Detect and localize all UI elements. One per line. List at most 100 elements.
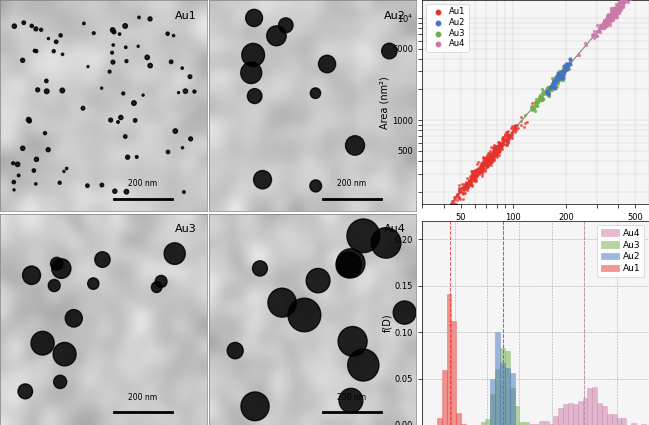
- Bar: [622, 418, 626, 425]
- Au3: [545, 85, 555, 91]
- Au1: [495, 147, 505, 154]
- Au1: [463, 181, 473, 188]
- Circle shape: [123, 135, 127, 138]
- Au4: [615, 5, 626, 12]
- Au1: [470, 175, 480, 181]
- Au1: [487, 144, 498, 151]
- Au4: [618, 0, 628, 5]
- Circle shape: [30, 24, 33, 28]
- Au1: [502, 132, 513, 139]
- Au4: [605, 11, 615, 18]
- Au1: [493, 144, 504, 151]
- Au4: [607, 10, 618, 17]
- Au1: [482, 157, 492, 164]
- Au1: [489, 154, 500, 161]
- Au4: [599, 23, 609, 29]
- Bar: [539, 421, 544, 425]
- Au4: [604, 14, 615, 21]
- Circle shape: [86, 184, 89, 187]
- Au4: [592, 22, 602, 29]
- Circle shape: [227, 343, 243, 359]
- Au1: [482, 160, 492, 167]
- Au2: [563, 60, 573, 67]
- Au1: [472, 168, 482, 175]
- Au4: [617, 0, 627, 1]
- Au1: [463, 181, 474, 188]
- X-axis label: Perimeter (nm): Perimeter (nm): [498, 225, 573, 235]
- Au3: [549, 80, 559, 87]
- Au1: [496, 135, 507, 142]
- Au4: [618, 3, 628, 9]
- Au4: [604, 14, 615, 21]
- Circle shape: [306, 269, 330, 293]
- Circle shape: [166, 150, 169, 153]
- Au3: [546, 80, 557, 87]
- Au4: [608, 11, 618, 18]
- Au1: [496, 145, 507, 152]
- Au1: [491, 145, 501, 152]
- Au3: [554, 74, 565, 80]
- Au1: [465, 176, 475, 183]
- Au1: [472, 168, 483, 175]
- Au1: [458, 190, 468, 197]
- Au1: [482, 159, 492, 165]
- Bar: [534, 424, 539, 425]
- Au1: [484, 160, 495, 167]
- Circle shape: [92, 32, 95, 34]
- Au1: [480, 161, 490, 167]
- Au4: [604, 15, 614, 22]
- Au1: [483, 163, 493, 170]
- Au1: [452, 192, 462, 198]
- Au1: [498, 137, 508, 144]
- Au1: [489, 150, 499, 157]
- Au1: [500, 138, 511, 145]
- Au4: [605, 16, 615, 23]
- Au1: [456, 181, 467, 188]
- Au1: [469, 169, 480, 176]
- Au1: [503, 135, 513, 142]
- Circle shape: [47, 37, 49, 40]
- Au1: [495, 140, 506, 147]
- Au1: [476, 162, 487, 169]
- Au1: [478, 164, 488, 170]
- Au4: [591, 32, 602, 39]
- Circle shape: [310, 180, 322, 192]
- Au4: [618, 2, 628, 8]
- Au1: [477, 165, 487, 172]
- Au1: [467, 167, 478, 174]
- Au1: [456, 185, 466, 192]
- Au1: [483, 156, 493, 163]
- Au3: [541, 87, 551, 94]
- Au1: [458, 190, 469, 197]
- Au1: [456, 188, 467, 195]
- Au1: [498, 136, 508, 143]
- Au4: [597, 23, 607, 29]
- Au1: [473, 167, 484, 174]
- Au4: [600, 24, 611, 31]
- Bar: [490, 394, 495, 425]
- Au1: [497, 141, 508, 147]
- Bar: [612, 414, 617, 425]
- Au1: [461, 187, 472, 193]
- Au1: [509, 122, 519, 129]
- Au2: [556, 71, 567, 77]
- Au1: [510, 125, 520, 132]
- Au4: [611, 12, 621, 19]
- Bar: [587, 388, 593, 425]
- Bar: [631, 422, 636, 425]
- Au1: [469, 175, 479, 182]
- Au1: [479, 157, 489, 164]
- Au1: [495, 144, 506, 151]
- Au1: [461, 181, 472, 187]
- Au1: [487, 151, 497, 158]
- Au3: [552, 83, 562, 90]
- Au4: [620, 0, 630, 3]
- Au1: [468, 174, 478, 181]
- Au1: [440, 208, 450, 215]
- Au1: [486, 152, 496, 159]
- Au2: [549, 78, 559, 85]
- Au4: [613, 5, 624, 11]
- Au2: [552, 75, 563, 82]
- Circle shape: [138, 16, 140, 19]
- Circle shape: [278, 18, 293, 33]
